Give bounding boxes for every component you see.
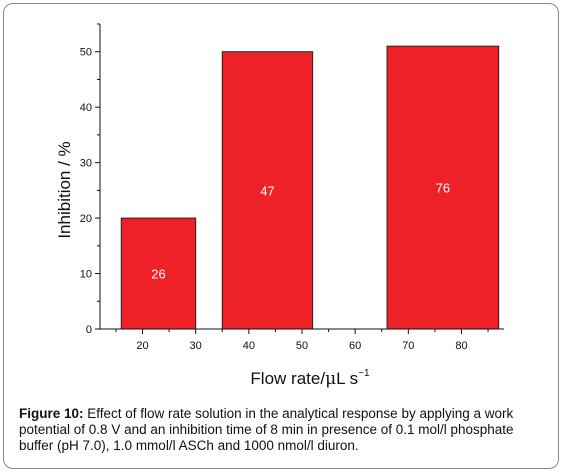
y-tick-label: 20 bbox=[80, 213, 92, 225]
bar-2 bbox=[221, 51, 314, 330]
y-axis-label: Inhibition / % bbox=[55, 141, 74, 238]
x-tick-label: 20 bbox=[136, 340, 148, 352]
plot-area: 26 47 76 0 10 20 30 40 50 20 30 40 50 60 70 80 bbox=[80, 23, 504, 352]
x-axis-label-mu: μ bbox=[325, 369, 336, 389]
x-tick-label: 70 bbox=[402, 340, 414, 352]
x-tick-label: 50 bbox=[296, 340, 308, 352]
x-axis-label-unit: L s bbox=[336, 369, 358, 388]
y-tick-label: 30 bbox=[80, 158, 92, 170]
y-tick-label: 50 bbox=[80, 47, 92, 59]
x-tick-label: 30 bbox=[190, 340, 202, 352]
x-axis-label-exponent: −1 bbox=[358, 368, 370, 379]
y-tick-label: 0 bbox=[86, 324, 92, 336]
x-tick-label: 60 bbox=[349, 340, 361, 352]
x-tick-label: 80 bbox=[455, 340, 467, 352]
x-axis-label-main: Flow rate/ bbox=[250, 369, 325, 388]
bar-label-2: 47 bbox=[260, 183, 274, 198]
caption-label: Figure 10: bbox=[19, 406, 84, 421]
figure-caption: Figure 10: Effect of flow rate solution … bbox=[19, 406, 551, 454]
y-tick-label: 40 bbox=[80, 102, 92, 114]
x-tick-label: 40 bbox=[243, 340, 255, 352]
bar-3 bbox=[386, 45, 500, 330]
bar-label-1: 26 bbox=[151, 267, 165, 282]
x-axis-label: Flow rate/μL s−1 bbox=[250, 368, 370, 389]
caption-text: Effect of flow rate solution in the anal… bbox=[19, 406, 514, 453]
y-tick-label: 10 bbox=[80, 269, 92, 281]
bar-1 bbox=[120, 217, 197, 330]
bar-label-3: 76 bbox=[436, 181, 450, 196]
